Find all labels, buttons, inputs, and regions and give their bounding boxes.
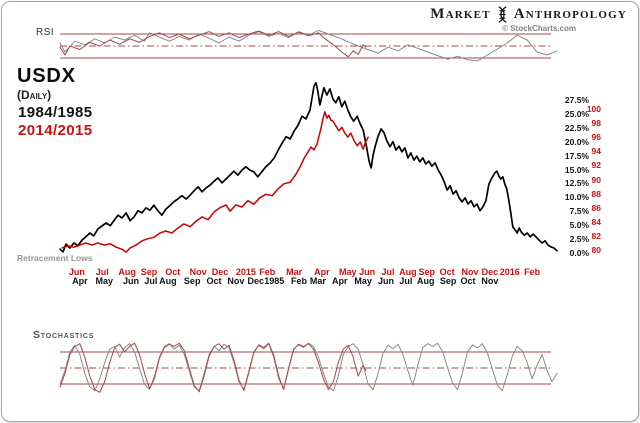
legend-2014-2015: 2014/2015 bbox=[18, 122, 93, 139]
stockcharts-credit: © StockCharts.com bbox=[502, 24, 576, 33]
stochastics-label: Stochastics bbox=[33, 329, 95, 341]
rsi-line-2014-2015 bbox=[59, 30, 367, 58]
rsi-label: RSI bbox=[36, 27, 55, 38]
rsi-plot bbox=[59, 29, 558, 62]
rsi-bands bbox=[60, 33, 551, 59]
timeframe-label: (Daily) bbox=[17, 88, 52, 102]
brand-word-anthropology: Anthropology bbox=[513, 6, 627, 22]
stochastics-line-2014-2015 bbox=[59, 342, 367, 393]
retracement-lows-annotation: Retracement Lows bbox=[17, 253, 93, 263]
main-price-plot bbox=[59, 81, 558, 253]
stochastics-plot bbox=[59, 342, 558, 393]
price-line-1984-1985 bbox=[59, 81, 558, 253]
dna-helix-icon bbox=[498, 6, 507, 23]
legend-1984-1985: 1984/1985 bbox=[18, 104, 93, 121]
rsi-line-1984-1985 bbox=[59, 29, 558, 62]
brand-logo: Market Anthropology bbox=[430, 6, 627, 23]
brand-word-market: Market bbox=[430, 6, 491, 22]
price-line-2014-2015 bbox=[61, 111, 369, 253]
stochastics-bands bbox=[60, 351, 551, 385]
symbol-title: USDX bbox=[17, 65, 76, 87]
